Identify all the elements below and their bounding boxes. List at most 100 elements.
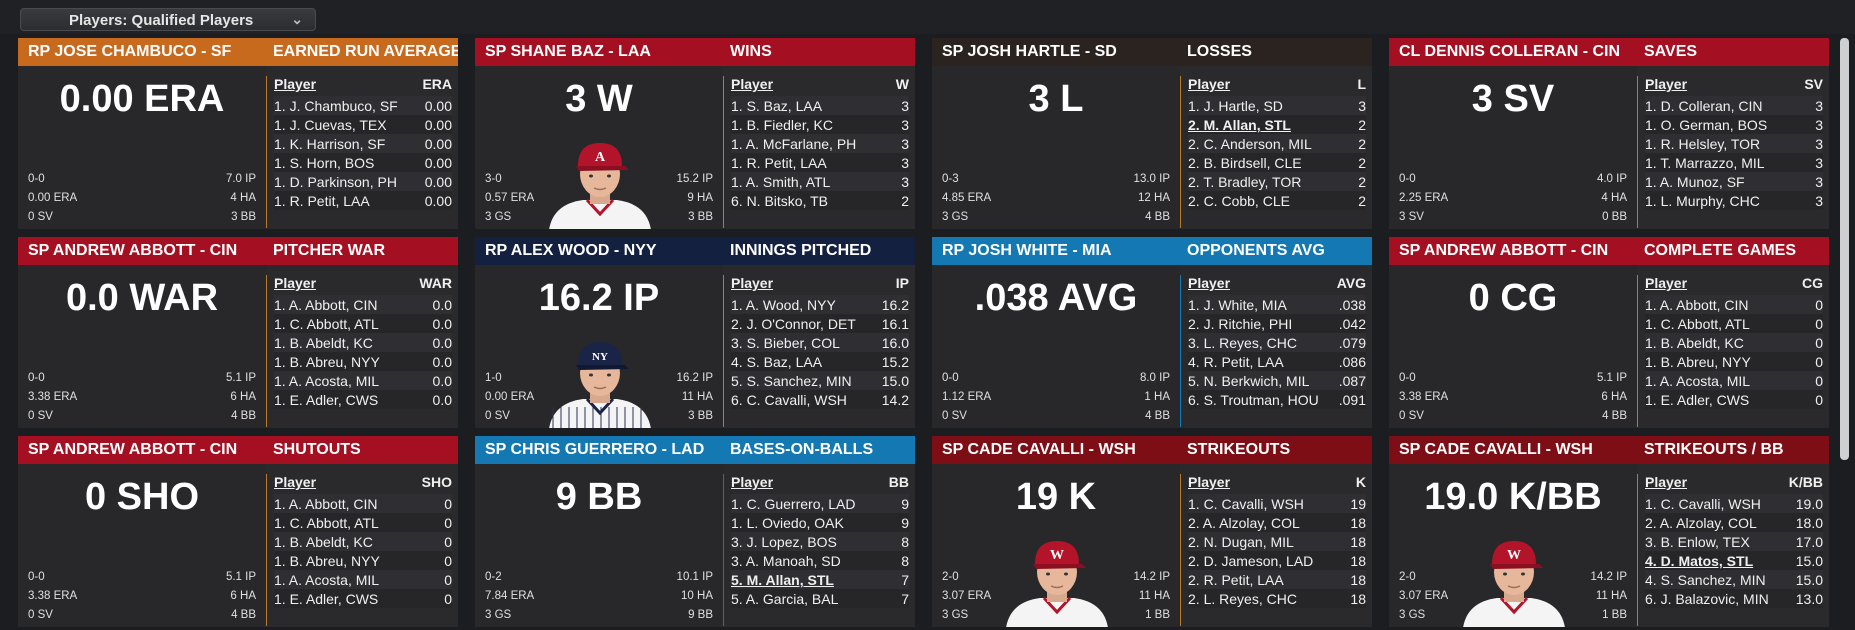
leaderboard-row[interactable]: 1. A. Acosta, MIL 0.0 (274, 371, 452, 390)
leaderboard-row[interactable]: 6. N. Bitsko, TB 2 (731, 191, 909, 210)
leaderboard-row[interactable]: 1. R. Petit, LAA 3 (731, 153, 909, 172)
column-header-player[interactable]: Player (1188, 275, 1231, 291)
leader-name[interactable]: 1. E. Adler, CWS (1645, 392, 1750, 408)
leaderboard-row[interactable]: 2. T. Bradley, TOR 2 (1188, 172, 1366, 191)
leader-name[interactable]: 4. D. Matos, STL (1645, 553, 1754, 569)
leader-name[interactable]: 1. A. Abbott, CIN (274, 297, 378, 313)
leaderboard-row[interactable]: 6. C. Cavalli, WSH 14.2 (731, 390, 909, 409)
leaderboard-row[interactable]: 1. J. Chambuco, SF 0.00 (274, 96, 452, 115)
leader-name[interactable]: 1. J. White, MIA (1188, 297, 1287, 313)
leader-name[interactable]: 1. B. Abeldt, KC (274, 534, 373, 550)
leader-name[interactable]: 1. A. Smith, ATL (731, 174, 831, 190)
leaderboard-header[interactable]: Player IP (731, 275, 909, 295)
leader-name[interactable]: 2. L. Reyes, CHC (1188, 591, 1297, 607)
leaderboard-row[interactable]: 1. A. Munoz, SF 3 (1645, 172, 1823, 191)
leader-name[interactable]: 6. S. Troutman, HOU (1188, 392, 1319, 408)
leader-name[interactable]: 1. D. Colleran, CIN (1645, 98, 1763, 114)
leaderboard-row[interactable]: 1. A. Smith, ATL 3 (731, 172, 909, 191)
leader-name[interactable]: 1. J. Hartle, SD (1188, 98, 1283, 114)
leader-player-name[interactable]: SP ANDREW ABBOTT - CIN (28, 441, 238, 458)
column-header-stat[interactable]: SHO (421, 474, 452, 490)
leaderboard-row[interactable]: 2. A. Alzolay, COL 18.0 (1645, 513, 1823, 532)
column-header-stat[interactable]: L (1357, 76, 1366, 92)
leader-name[interactable]: 6. N. Bitsko, TB (731, 193, 828, 209)
column-header-player[interactable]: Player (1188, 474, 1231, 490)
leader-name[interactable]: 2. B. Birdsell, CLE (1188, 155, 1302, 171)
leader-name[interactable]: 1. B. Abreu, NYY (274, 354, 380, 370)
leader-player-name[interactable]: SP JOSH HARTLE - SD (942, 43, 1117, 60)
leader-name[interactable]: 4. S. Baz, LAA (731, 354, 823, 370)
leaderboard-row[interactable]: 1. B. Abeldt, KC 0.0 (274, 333, 452, 352)
leaderboard-row[interactable]: 2. L. Reyes, CHC 18 (1188, 589, 1366, 608)
leaderboard-row[interactable]: 2. M. Allan, STL 2 (1188, 115, 1366, 134)
leaderboard-header[interactable]: Player L (1188, 76, 1366, 96)
column-header-stat[interactable]: BB (888, 474, 909, 490)
leader-name[interactable]: 1. L. Oviedo, OAK (731, 515, 844, 531)
leaderboard-row[interactable]: 2. N. Dugan, MIL 18 (1188, 532, 1366, 551)
leaderboard-row[interactable]: 1. J. White, MIA .038 (1188, 295, 1366, 314)
leader-name[interactable]: 1. C. Abbott, ATL (274, 515, 379, 531)
leader-name[interactable]: 2. T. Bradley, TOR (1188, 174, 1302, 190)
leader-name[interactable]: 1. E. Adler, CWS (274, 591, 379, 607)
leaderboard-row[interactable]: 1. K. Harrison, SF 0.00 (274, 134, 452, 153)
column-header-player[interactable]: Player (731, 275, 774, 291)
leader-player-name[interactable]: SP CHRIS GUERRERO - LAD (485, 441, 705, 458)
leaderboard-row[interactable]: 2. B. Birdsell, CLE 2 (1188, 153, 1366, 172)
leaderboard-row[interactable]: 5. N. Berkwich, MIL .087 (1188, 371, 1366, 390)
leaderboard-row[interactable]: 1. S. Baz, LAA 3 (731, 96, 909, 115)
leader-name[interactable]: 6. J. Balazovic, MIN (1645, 591, 1769, 607)
leader-name[interactable]: 1. E. Adler, CWS (274, 392, 379, 408)
leaderboard-row[interactable]: 1. E. Adler, CWS 0 (274, 589, 452, 608)
leader-name[interactable]: 1. T. Marrazzo, MIL (1645, 155, 1765, 171)
leaderboard-row[interactable]: 1. O. German, BOS 3 (1645, 115, 1823, 134)
leaderboard-header[interactable]: Player BB (731, 474, 909, 494)
leader-name[interactable]: 1. A. Abbott, CIN (1645, 297, 1749, 313)
column-header-stat[interactable]: K (1355, 474, 1366, 490)
leaderboard-row[interactable]: 3. L. Reyes, CHC .079 (1188, 333, 1366, 352)
leaderboard-row[interactable]: 6. J. Balazovic, MIN 13.0 (1645, 589, 1823, 608)
leader-player-name[interactable]: SP SHANE BAZ - LAA (485, 43, 651, 60)
leader-player-name[interactable]: RP JOSE CHAMBUCO - SF (28, 43, 232, 60)
leader-name[interactable]: 2. J. Ritchie, PHI (1188, 316, 1293, 332)
leader-player-name[interactable]: SP ANDREW ABBOTT - CIN (28, 242, 238, 259)
leaderboard-row[interactable]: 3. A. Manoah, SD 8 (731, 551, 909, 570)
leaderboard-row[interactable]: 1. A. McFarlane, PH 3 (731, 134, 909, 153)
leaderboard-row[interactable]: 3. S. Bieber, COL 16.0 (731, 333, 909, 352)
leader-name[interactable]: 1. J. Chambuco, SF (274, 98, 398, 114)
leader-name[interactable]: 2. N. Dugan, MIL (1188, 534, 1294, 550)
leaderboard-header[interactable]: Player CG (1645, 275, 1823, 295)
leader-card[interactable]: SP CADE CAVALLI - WSH STRIKEOUTS / BB 19.0… (1389, 436, 1829, 627)
leader-name[interactable]: 2. A. Alzolay, COL (1188, 515, 1300, 531)
leaderboard-header[interactable]: Player K (1188, 474, 1366, 494)
leader-player-name[interactable]: RP JOSH WHITE - MIA (942, 242, 1112, 259)
leaderboard-row[interactable]: 4. D. Matos, STL 15.0 (1645, 551, 1823, 570)
player-portrait[interactable]: NY (545, 329, 655, 428)
column-header-stat[interactable]: WAR (419, 275, 452, 291)
leader-name[interactable]: 4. R. Petit, LAA (1188, 354, 1284, 370)
leader-name[interactable]: 1. B. Abreu, NYY (1645, 354, 1751, 370)
leader-name[interactable]: 1. C. Abbott, ATL (1645, 316, 1750, 332)
leaderboard-row[interactable]: 3. J. Lopez, BOS 8 (731, 532, 909, 551)
column-header-player[interactable]: Player (274, 275, 317, 291)
column-header-stat[interactable]: SV (1804, 76, 1823, 92)
leader-name[interactable]: 2. R. Petit, LAA (1188, 572, 1284, 588)
player-filter-dropdown[interactable]: Players: Qualified Players ⌄ (20, 8, 316, 31)
leader-card[interactable]: CL DENNIS COLLERAN - CIN SAVES 3 SV 0-0 4.0 … (1389, 38, 1829, 229)
column-header-stat[interactable]: ERA (422, 76, 452, 92)
leader-name[interactable]: 1. A. Acosta, MIL (1645, 373, 1751, 389)
leader-card[interactable]: RP ALEX WOOD - NYY INNINGS PITCHED 16.2 IP… (475, 237, 915, 428)
leaderboard-row[interactable]: 2. C. Anderson, MIL 2 (1188, 134, 1366, 153)
leader-name[interactable]: 1. A. Munoz, SF (1645, 174, 1745, 190)
leader-name[interactable]: 1. A. Wood, NYY (731, 297, 836, 313)
leader-name[interactable]: 1. B. Abeldt, KC (274, 335, 373, 351)
leader-card[interactable]: SP CHRIS GUERRERO - LAD BASES-ON-BALLS 9 B… (475, 436, 915, 627)
leader-name[interactable]: 5. A. Garcia, BAL (731, 591, 839, 607)
leaderboard-row[interactable]: 1. E. Adler, CWS 0.0 (274, 390, 452, 409)
leaderboard-row[interactable]: 1. C. Abbott, ATL 0 (1645, 314, 1823, 333)
leader-player-name[interactable]: RP ALEX WOOD - NYY (485, 242, 657, 259)
leader-card[interactable]: RP JOSH WHITE - MIA OPPONENTS AVG .038 AVG… (932, 237, 1372, 428)
vertical-scrollbar[interactable] (1840, 38, 1849, 460)
leader-name[interactable]: 3. L. Reyes, CHC (1188, 335, 1297, 351)
leader-name[interactable]: 2. A. Alzolay, COL (1645, 515, 1757, 531)
leaderboard-row[interactable]: 1. B. Abreu, NYY 0.0 (274, 352, 452, 371)
